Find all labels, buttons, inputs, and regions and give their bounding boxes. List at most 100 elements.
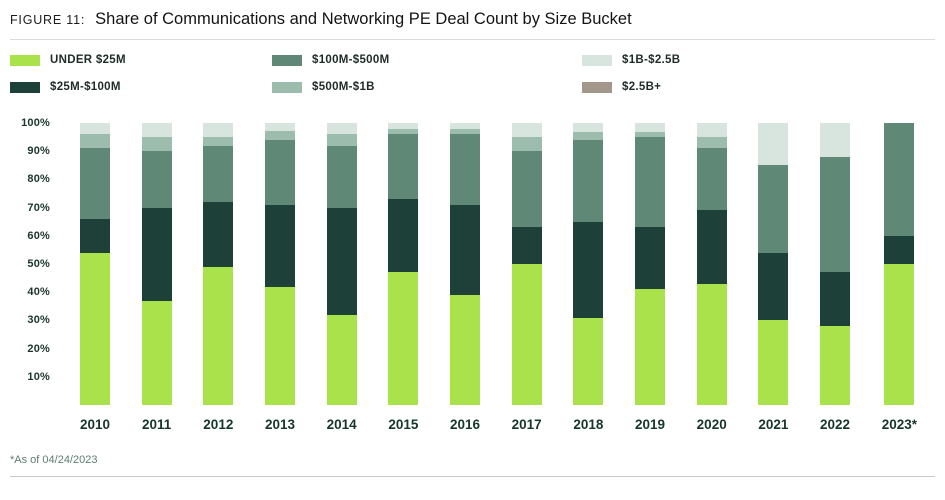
bar-segment (511, 151, 542, 228)
legend-label: $25M-$100M (50, 81, 121, 93)
legend-swatch-icon (272, 54, 302, 66)
legend-column: UNDER $25M $25M-$100M (10, 54, 272, 93)
bar-segment (450, 204, 480, 296)
x-axis-label: 2018 (573, 417, 604, 432)
bar-segment (696, 283, 727, 405)
bar-segment (820, 326, 851, 405)
stacked-bar (758, 123, 789, 405)
bar-segment (264, 204, 295, 287)
bar-segment (635, 137, 666, 228)
y-axis-tick-label: 100% (21, 117, 50, 129)
bar-segment (203, 266, 234, 405)
stacked-bar (326, 123, 357, 405)
x-axis-label: 2010 (80, 417, 111, 432)
bar-segment (388, 134, 419, 200)
stacked-bar (820, 123, 851, 405)
x-axis-label: 2017 (511, 417, 542, 432)
figure-number-label: FIGURE 11: (10, 13, 86, 27)
x-axis-label: 2019 (635, 417, 666, 432)
bar-segment (264, 286, 295, 405)
legend-item: $100M-$500M (272, 54, 582, 66)
bar-segment (758, 165, 789, 253)
x-axis-label: 2011 (142, 417, 172, 432)
bar-segment (635, 123, 666, 132)
figure-header: FIGURE 11: Share of Communications and N… (10, 10, 935, 40)
bar-segment (326, 145, 357, 208)
stacked-bar-chart: 100% 90% 80% 70% 60% 50% 40% 30% 20% 10% 2010 2011… (10, 117, 935, 432)
bar-segment (573, 123, 604, 132)
bar-segment (141, 300, 172, 405)
y-axis-tick-label: 80% (27, 173, 50, 186)
bar-segment (884, 235, 915, 264)
legend-column: $1B-$2.5B $2.5B+ (582, 54, 862, 93)
stacked-bar (450, 123, 480, 405)
page-title: Share of Communications and Networking P… (95, 10, 632, 28)
bar-segment (326, 123, 357, 135)
stacked-bar (203, 123, 234, 405)
legend-swatch-icon (272, 81, 302, 93)
bar-segment (758, 123, 789, 166)
bar-segment (450, 128, 480, 135)
y-axis-tick-label: 90% (27, 145, 50, 158)
bar-segment (450, 295, 480, 405)
y-axis: 100% 90% 80% 70% 60% 50% 40% 30% 20% 10% (10, 117, 58, 405)
x-axis-label: 2016 (449, 417, 481, 432)
bar-column: 2023* (882, 123, 917, 432)
stacked-bar (635, 123, 666, 405)
legend-item: UNDER $25M (10, 54, 272, 66)
bar-segment (326, 207, 357, 315)
bar-segment (141, 123, 172, 138)
bar-segment (388, 199, 419, 273)
stacked-bar (264, 123, 295, 405)
bar-column: 2014 (327, 123, 357, 432)
bar-column: 2018 (573, 123, 603, 432)
bar-column: 2019 (635, 123, 665, 432)
legend-label: $1B-$2.5B (622, 54, 681, 66)
legend-label: $100M-$500M (312, 54, 390, 66)
bar-segment (141, 207, 172, 301)
bar-segment (884, 123, 915, 236)
legend-label: $2.5B+ (622, 81, 662, 93)
bar-segment (511, 227, 542, 264)
stacked-bar (884, 123, 915, 405)
legend-item: $1B-$2.5B (582, 54, 862, 66)
bar-column: 2017 (512, 123, 542, 432)
legend-column: $100M-$500M $500M-$1B (272, 54, 582, 93)
bar-segment (820, 123, 851, 157)
bar-segment (388, 128, 419, 135)
bar-segment (884, 264, 915, 405)
bar-segment (820, 272, 851, 327)
bar-segment (80, 252, 111, 405)
bar-segment (264, 139, 295, 205)
bar-segment (80, 123, 111, 135)
bar-segment (326, 134, 357, 146)
bar-segment (388, 272, 419, 405)
bar-segment (80, 218, 111, 253)
bar-segment (264, 131, 295, 140)
bar-segment (573, 317, 604, 405)
bar-segment (696, 148, 727, 211)
stacked-bar (388, 123, 419, 405)
x-axis-label: 2012 (203, 417, 234, 432)
bar-segment (511, 137, 542, 152)
bar-segment (635, 227, 666, 290)
bar-segment (388, 123, 419, 129)
y-axis-tick-label: 20% (27, 342, 50, 355)
bar-segment (511, 264, 542, 405)
bar-segment (696, 210, 727, 284)
bar-segment (203, 145, 234, 202)
bar-column: 2011 (141, 123, 172, 432)
bar-segment (80, 148, 111, 219)
legend-label: $500M-$1B (312, 81, 375, 93)
bar-column: 2015 (388, 123, 418, 432)
stacked-bar (80, 123, 111, 405)
bar-segment (326, 314, 357, 405)
bar-segment (264, 123, 295, 132)
bar-segment (820, 156, 851, 273)
y-axis-tick-label: 60% (27, 229, 50, 242)
bar-column: 2021 (758, 123, 788, 432)
bar-segment (450, 134, 480, 205)
bar-segment (573, 139, 604, 222)
bar-segment (141, 137, 172, 152)
